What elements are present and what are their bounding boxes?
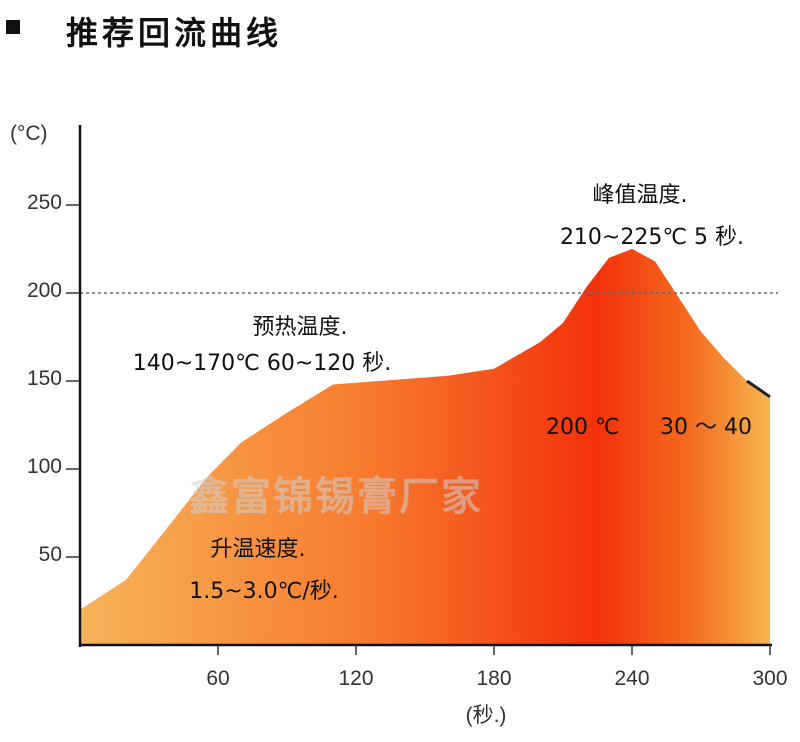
watermark: 鑫富锦锡膏厂家 [189,474,483,520]
x-axis-unit-label: (秒.) [466,704,507,727]
x-tick-label: 60 [206,667,229,690]
bullet-square-icon [6,20,20,34]
annotation-peak-detail: 210~225℃ 5 秒. [560,225,744,250]
plot-layer: 50 100 150 200 250 60 120 180 240 300 [27,125,788,690]
y-tick-label: 50 [39,543,62,566]
annotation-ramp-title: 升温速度. [211,537,306,562]
y-tick-label: 150 [27,367,62,390]
x-tick-label: 240 [614,667,649,690]
x-tick-label: 300 [752,667,787,690]
chart-title: 推荐回流曲线 [66,14,283,52]
x-tick-label: 120 [338,667,373,690]
x-tick-label: 180 [476,667,511,690]
header: 推荐回流曲线 [0,0,800,60]
annotation-preheat-title: 预热温度. [253,315,348,340]
annotation-above-200-temp: 200 ℃ [546,415,620,440]
y-tick-label: 100 [27,455,62,478]
annotation-preheat-detail: 140~170℃ 60~120 秒. [133,351,392,376]
curve-end-stroke [746,379,771,399]
y-tick-label: 250 [27,191,62,214]
annotation-above-200-time: 30 ～ 40 [660,415,752,440]
annotation-peak-title: 峰值温度. [593,183,688,208]
y-tick-label: 200 [27,279,62,302]
temperature-area [80,249,770,645]
y-axis-unit-label: (°C) [10,122,48,145]
annotation-ramp-detail: 1.5~3.0℃/秒. [189,579,339,604]
